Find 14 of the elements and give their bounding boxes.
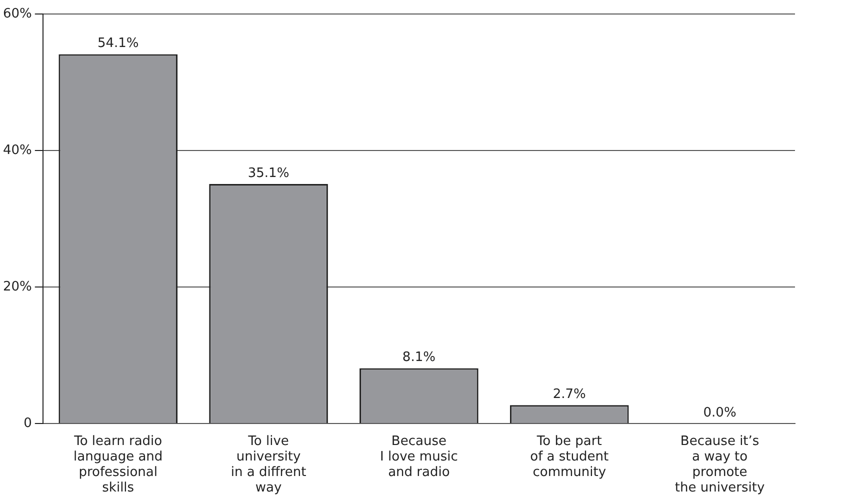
x-tick-label: To live university in a diffrent way	[230, 434, 306, 496]
data-label: 0.0%	[703, 405, 736, 420]
data-label: 8.1%	[402, 350, 436, 366]
x-tick-label: Because it’s a way to promote the university	[674, 434, 765, 496]
y-tick-label: 40%	[2, 142, 32, 158]
y-tick-label: 60%	[2, 6, 32, 22]
y-tick-label: 0	[24, 416, 32, 431]
x-tick-label: Because I love music and radio	[380, 434, 458, 480]
x-tick-label: To be part of a student community	[530, 434, 609, 480]
y-tick-label: 20%	[2, 279, 32, 294]
data-label: 2.7%	[552, 387, 586, 402]
data-label: 54.1%	[97, 36, 139, 52]
x-tick-label: To learn radio language and professional skills	[73, 434, 163, 496]
data-label: 35.1%	[248, 166, 290, 181]
